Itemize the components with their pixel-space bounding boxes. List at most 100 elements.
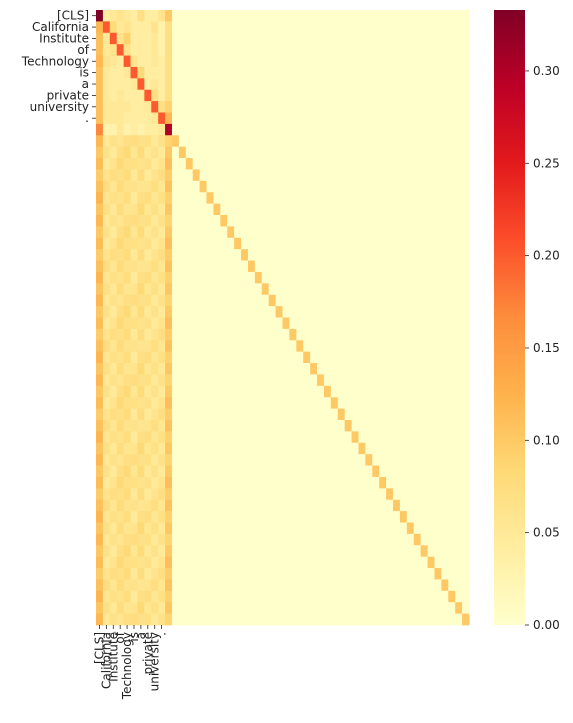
heatmap-cell [372,203,380,216]
heatmap-cell [427,522,435,535]
heatmap-cell [241,55,249,68]
heatmap-cell [441,351,449,364]
heatmap-cell [289,158,297,170]
heatmap-cell [358,522,366,535]
heatmap-cell [199,180,207,193]
heatmap-cell [227,226,235,239]
heatmap-cell [317,306,325,318]
heatmap-cell [171,454,180,466]
heatmap-cell [144,249,152,261]
heatmap-cell [462,385,470,398]
heatmap-cell [171,203,180,216]
heatmap-cell [455,579,463,592]
heatmap-cell [310,511,318,523]
heatmap-cell [289,385,297,398]
heatmap-cell [413,351,422,364]
heatmap-cell [102,522,111,535]
heatmap-cell [227,21,235,34]
heatmap-cell [372,112,380,125]
heatmap-cell [227,271,235,284]
heatmap-cell [296,363,304,375]
heatmap-cell [275,602,283,615]
heatmap-cell [351,420,359,432]
heatmap-cell [96,556,104,569]
heatmap-cell [393,32,401,45]
heatmap-cell [420,123,428,136]
heatmap-cell [96,397,104,410]
heatmap-cell [351,454,359,466]
heatmap-cell [241,374,249,387]
heatmap-cell [379,294,387,307]
heatmap-cell [185,442,194,455]
heatmap-cell [199,260,207,273]
heatmap-cell [247,21,256,34]
heatmap-cell [199,522,207,535]
heatmap-cell [275,442,283,455]
heatmap-cell [199,237,207,250]
heatmap-cell [393,55,401,68]
heatmap-cell [109,78,118,91]
heatmap-cell [323,454,332,466]
heatmap-cell [151,66,159,79]
heatmap-cell [386,533,394,546]
heatmap-cell [344,454,352,466]
heatmap-cell [455,408,463,421]
heatmap-cell [420,385,428,398]
heatmap-cell [247,556,256,569]
heatmap-cell [427,499,435,512]
heatmap-cell [102,431,111,444]
heatmap-cell [254,465,263,478]
heatmap-cell [268,10,276,22]
heatmap-cell [358,533,366,546]
heatmap-cell [109,135,118,148]
heatmap-cell [358,135,366,148]
heatmap-cell [379,101,387,113]
heatmap-cell [317,533,325,546]
heatmap-cell [241,306,249,318]
heatmap-cell [386,511,394,523]
heatmap-cell [413,260,422,273]
heatmap-cell [261,556,270,569]
heatmap-cell [275,260,283,273]
heatmap-cell [185,271,194,284]
heatmap-cell [247,397,256,410]
heatmap-cell [109,44,118,56]
heatmap-cell [399,135,408,148]
heatmap-cell [268,511,276,523]
heatmap-cell [268,89,276,102]
heatmap-cell [462,306,470,318]
heatmap-cell [254,431,263,444]
heatmap-cell [393,260,401,273]
heatmap-cell [185,579,194,592]
heatmap-cell [116,169,125,182]
heatmap-cell [386,317,394,330]
heatmap-cell [413,533,422,546]
heatmap-cell [351,135,359,148]
heatmap-cell [296,283,304,296]
heatmap-cell [227,363,235,375]
heatmap-cell [282,602,290,615]
heatmap-cell [102,499,111,512]
heatmap-cell [282,613,290,626]
heatmap-cell [420,21,428,34]
heatmap-cell [365,351,373,364]
heatmap-cell [462,215,470,227]
heatmap-cell [289,488,297,501]
heatmap-cell [337,203,346,216]
heatmap-cell [282,454,290,466]
heatmap-cell [420,363,428,375]
heatmap-cell [393,249,401,261]
heatmap-cell [448,317,456,330]
heatmap-cell [102,112,111,125]
heatmap-cell [323,294,332,307]
heatmap-cell [282,66,290,79]
heatmap-cell [130,44,138,56]
heatmap-cell [158,431,166,444]
heatmap-cell [455,442,463,455]
heatmap-cell [455,522,463,535]
heatmap-cell [448,101,456,113]
heatmap-cell [448,260,456,273]
heatmap-cell [96,180,104,193]
heatmap-cell [393,511,401,523]
heatmap-cell [206,260,214,273]
